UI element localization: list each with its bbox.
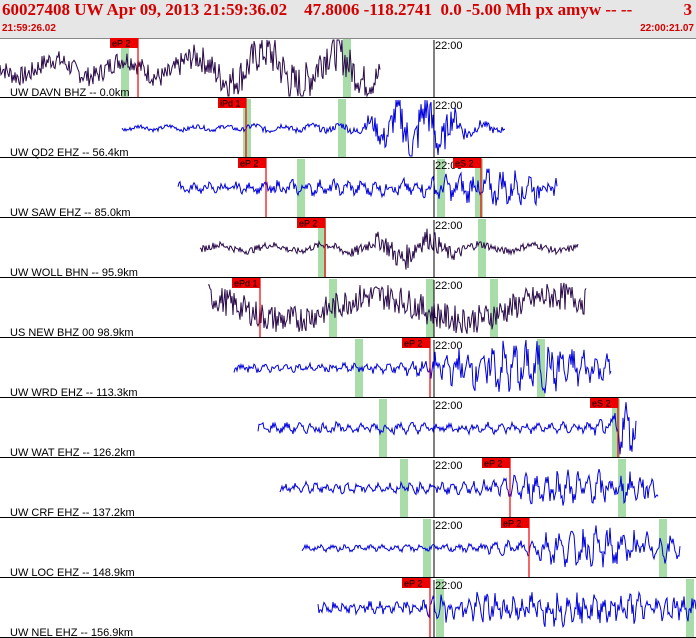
pick-label: ePd 1 [234,279,258,289]
waveform-trace [301,525,681,568]
station-label: UW NEL EHZ -- 156.9km [10,627,133,638]
trace-row: 22:00 ePd 1 US NEW BHZ 00 98.9km [0,278,696,339]
pick-label: eP 2 [404,339,422,349]
time-window [478,219,486,277]
station-label: UW SAW EHZ -- 85.0km [10,207,131,219]
header-bar: 60027408 UW Apr 09, 2013 21:59:36.02 47.… [0,0,696,39]
pick-label: iPd 1 [220,99,241,109]
waveform-trace [0,39,381,98]
time-marker-label: 22:00 [435,580,463,592]
waveform-trace [177,168,558,207]
station-label: UW DAVN BHZ -- 0.0km [10,87,130,99]
time-window [121,39,129,97]
trace-row: 22:00 eP 2 UW LOC EHZ -- 148.9km [0,518,696,579]
pick-flag [297,218,325,228]
station-label: UW QD2 EHZ -- 56.4km [10,147,129,159]
time-window [318,219,326,277]
pick-label: eP 2 [112,39,130,49]
time-window [426,279,434,337]
time-marker-label: 22:00 [435,400,463,412]
time-window [659,519,667,577]
time-marker-label: 22:00 [435,40,463,52]
pick-flag [590,398,618,408]
waveform-trace [279,468,659,506]
waveform-trace [257,402,637,455]
trace-row: 22:00 eP 2 UW WOLL BHN -- 95.9km [0,218,696,279]
pick-label: eP 2 [299,219,317,229]
trace-row: 22:00 eP 2 UW NEL EHZ -- 156.9km [0,578,696,638]
time-marker-label: 22:00 [435,460,463,472]
pick-flag [453,158,481,168]
waveform-trace [207,282,587,334]
page-number: 3 [683,0,693,19]
pick-flag [501,518,529,528]
time-window [379,399,387,457]
waveform-trace [317,590,696,629]
time-window [537,339,545,397]
waveform-trace [233,339,612,394]
waveform-trace [199,228,579,270]
end-time: 22:00:21.07 [640,23,694,34]
time-window [329,279,337,337]
event-title: 60027408 UW Apr 09, 2013 21:59:36.02 47.… [2,0,633,19]
station-label: UW WRD EHZ -- 113.3km [10,387,138,399]
time-marker-label: 22:00 [435,520,463,532]
time-marker-label: 22:00 [435,100,463,112]
pick-label: eP 2 [404,579,422,589]
time-window [343,39,351,97]
pick-label: eP 2 [484,459,502,469]
pick-flag [402,578,430,588]
trace-row: 22:00 iPd 1 UW QD2 EHZ -- 56.4km [0,98,696,159]
time-window [437,159,445,217]
station-label: UW LOC EHZ -- 148.9km [10,567,135,579]
pick-flag [238,158,266,168]
station-label: US NEW BHZ 00 98.9km [10,327,133,339]
pick-flag [232,278,260,288]
waveform-trace [121,99,506,157]
station-label: UW CRF EHZ -- 137.2km [10,507,135,519]
seismogram-panel: 22:00 eP 2 UW DAVN BHZ -- 0.0km 22:00 iPd 1 U… [0,38,696,638]
pick-label: eS 2 [455,159,474,169]
pick-label: eP 2 [503,519,521,529]
pick-flag [218,98,246,108]
time-window [355,339,363,397]
start-time: 21:59:26.02 [2,23,56,34]
pick-label: eP 2 [240,159,258,169]
pick-flag [110,38,138,48]
trace-row: 22:00 eP 2 UW WRD EHZ -- 113.3km [0,338,696,399]
trace-row: 22:00 eP 2 UW CRF EHZ -- 137.2km [0,458,696,519]
trace-row: 22:00 eP 2 UW DAVN BHZ -- 0.0km [0,38,696,99]
time-marker-label: 22:00 [435,340,463,352]
pick-flag [402,338,430,348]
pick-flag [482,458,510,468]
pick-label: eS 2 [592,399,611,409]
time-marker-label: 22:00 [435,280,463,292]
time-marker-label: 22:00 [435,220,463,232]
station-label: UW WAT EHZ -- 126.2km [10,447,135,459]
station-label: UW WOLL BHN -- 95.9km [10,267,138,279]
trace-row: 22:00 eS 2 UW WAT EHZ -- 126.2km [0,398,696,459]
time-window [243,99,251,157]
